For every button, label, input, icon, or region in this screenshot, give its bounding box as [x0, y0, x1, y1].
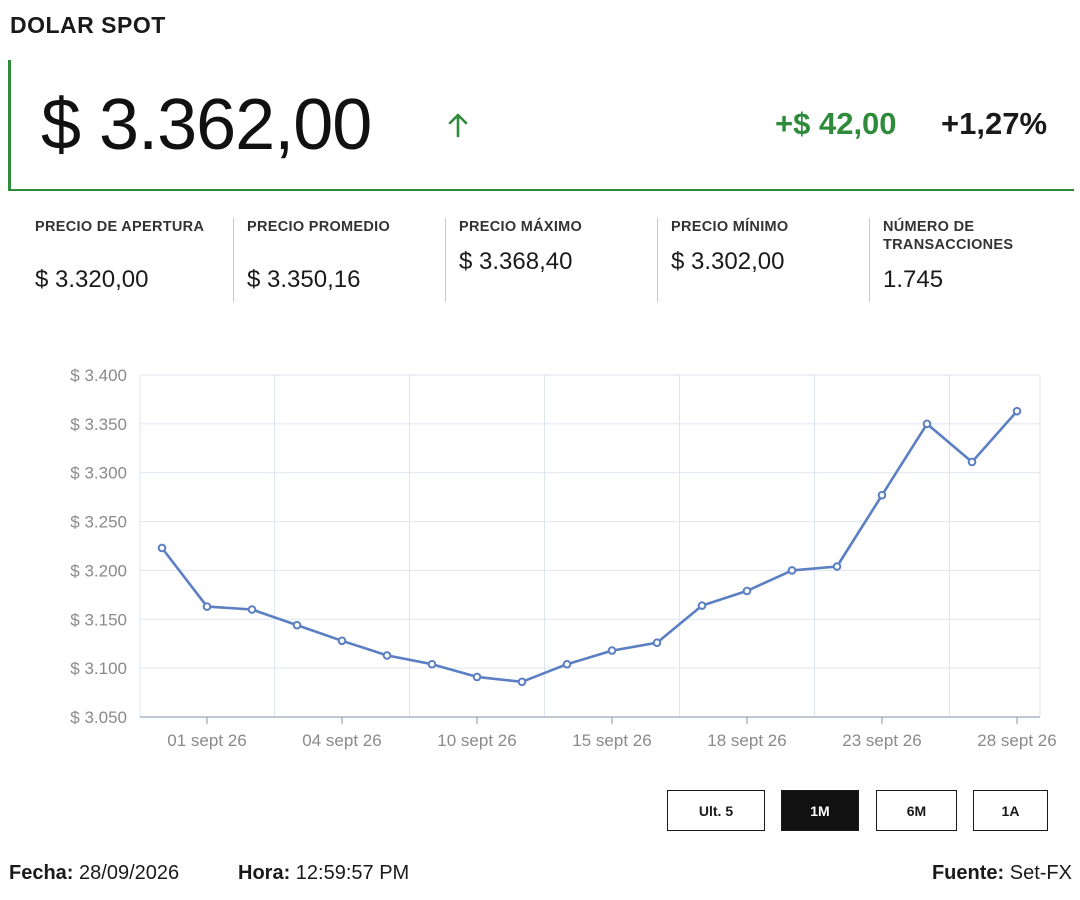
stat-label: PRECIO PROMEDIO — [247, 219, 391, 235]
series-line — [160, 410, 1018, 684]
y-tick-label: $ 3.100 — [70, 659, 127, 678]
stat-average-price: PRECIO PROMEDIO $ 3.350,16 — [234, 218, 446, 302]
data-point — [967, 457, 977, 467]
data-point — [877, 490, 887, 500]
source-value: Set-FX — [1009, 862, 1072, 884]
footer: Fecha: 28/09/2026 Hora: 12:59:57 PM Fuen… — [0, 862, 1080, 892]
x-tick-label: 23 sept 26 — [842, 731, 921, 750]
data-point — [562, 659, 572, 669]
y-tick-label: $ 3.400 — [70, 366, 127, 385]
page-title: DOLAR SPOT — [10, 12, 166, 38]
y-tick-label: $ 3.300 — [70, 464, 127, 483]
x-tick-label: 28 sept 26 — [977, 731, 1056, 750]
x-tick-label: 10 sept 26 — [437, 731, 516, 750]
stat-label: PRECIO DE APERTURA — [35, 219, 205, 235]
data-point — [337, 636, 347, 646]
source-label: Fuente: — [931, 862, 1005, 884]
data-point — [292, 620, 302, 630]
time-label: Hora: — [238, 862, 291, 884]
y-tick-label: $ 3.050 — [70, 708, 127, 727]
stat-label: PRECIO MÍNIMO — [671, 219, 789, 235]
time-value: 12:59:57 PM — [295, 862, 410, 884]
data-point — [472, 672, 482, 682]
footer-time: Hora: 12:59:57 PM — [238, 862, 409, 885]
y-tick-label: $ 3.150 — [70, 610, 127, 629]
stat-value: $ 3.350,16 — [247, 266, 361, 293]
range-button-6m[interactable]: 6M — [876, 790, 957, 831]
data-point — [157, 543, 167, 553]
price-change-percent: +1,27% — [941, 106, 1048, 141]
footer-source: Fuente: Set-FX — [932, 862, 1072, 885]
y-tick-label: $ 3.350 — [70, 415, 127, 434]
footer-date: Fecha: 28/09/2026 — [9, 862, 179, 885]
arrow-up-icon — [448, 113, 468, 138]
data-point — [922, 419, 932, 429]
x-tick-label: 15 sept 26 — [572, 731, 651, 750]
data-point — [697, 601, 707, 610]
data-point — [607, 646, 617, 655]
stat-min-price: PRECIO MÍNIMO $ 3.302,00 — [658, 218, 870, 302]
price-panel: $ 3.362,00 +$ 42,00 +1,27% — [8, 60, 1074, 191]
stat-label: PRECIO MÁXIMO — [459, 219, 583, 235]
x-tick-label: 01 sept 26 — [167, 731, 246, 750]
stats-row: PRECIO DE APERTURA $ 3.320,00 PRECIO PRO… — [22, 218, 1080, 302]
data-point — [742, 586, 752, 596]
x-tick-label: 04 sept 26 — [302, 731, 381, 750]
data-point — [517, 677, 527, 687]
data-point — [1012, 406, 1022, 416]
data-point — [787, 566, 797, 575]
data-point — [247, 605, 257, 614]
date-value: 28/09/2026 — [79, 862, 180, 884]
price-chart[interactable]: $ 3.400 $ 3.350 $ 3.300 $ 3.250 $ 3.200 $ 3.1… — [0, 355, 1080, 770]
stat-max-price: PRECIO MÁXIMO $ 3.368,40 — [446, 218, 658, 302]
stat-label: NÚMERO DE TRANSACCIONES — [883, 219, 1014, 253]
range-button-1m[interactable]: 1M — [781, 790, 859, 831]
range-button-last-5[interactable]: Ult. 5 — [667, 790, 765, 831]
stat-value: $ 3.368,40 — [459, 248, 573, 275]
stat-value: 1.745 — [883, 266, 944, 293]
range-selector: Ult. 5 1M 6M 1A — [0, 790, 1080, 832]
stat-value: $ 3.302,00 — [671, 248, 785, 275]
data-point — [652, 638, 662, 648]
range-button-1a[interactable]: 1A — [973, 790, 1048, 831]
current-price: $ 3.362,00 — [41, 85, 372, 165]
x-tick-label: 18 sept 26 — [707, 731, 786, 750]
y-tick-label: $ 3.200 — [70, 561, 127, 580]
data-point — [427, 659, 437, 669]
y-tick-label: $ 3.250 — [70, 513, 127, 532]
stat-opening-price: PRECIO DE APERTURA $ 3.320,00 — [22, 218, 234, 302]
date-label: Fecha: — [9, 862, 74, 884]
price-change-absolute: +$ 42,00 — [775, 106, 897, 141]
data-point — [382, 651, 392, 660]
stat-value: $ 3.320,00 — [35, 266, 149, 293]
data-point — [202, 602, 212, 611]
data-point — [832, 562, 842, 571]
stat-transaction-count: NÚMERO DE TRANSACCIONES 1.745 — [870, 218, 1080, 302]
